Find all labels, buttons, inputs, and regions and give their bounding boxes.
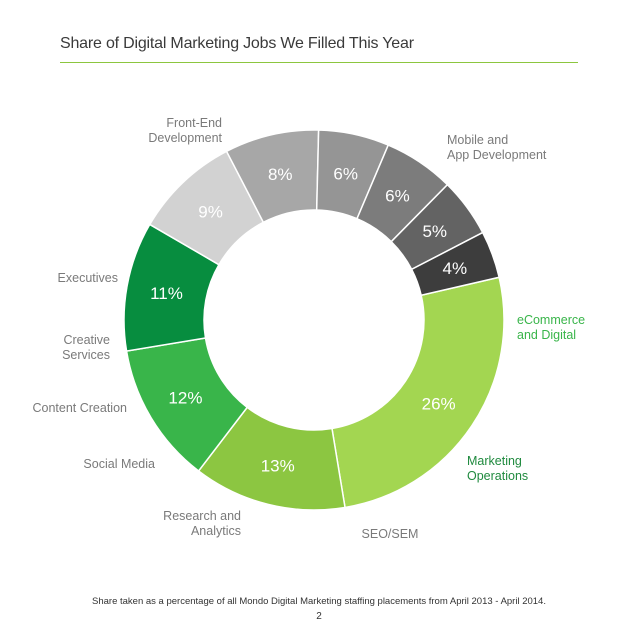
slice-value-label: 9% bbox=[198, 202, 223, 221]
title-divider bbox=[60, 62, 578, 63]
slice-category-label: Marketing Operations bbox=[467, 454, 528, 483]
slice-value-label: 12% bbox=[168, 388, 202, 407]
slice-value-label: 4% bbox=[442, 259, 467, 278]
slice-category-label: Research and Analytics bbox=[163, 509, 241, 538]
slice-value-label: 5% bbox=[422, 222, 447, 241]
slice-category-label: eCommerce and Digital bbox=[517, 313, 585, 342]
slice-category-label: Social Media bbox=[83, 457, 155, 471]
chart-title: Share of Digital Marketing Jobs We Fille… bbox=[60, 35, 414, 52]
slice-category-label: Content Creation bbox=[32, 401, 127, 415]
slice-value-label: 26% bbox=[422, 394, 456, 413]
slice-value-label: 11% bbox=[150, 284, 183, 303]
slice-category-label: Creative Services bbox=[62, 333, 110, 362]
slice-executives bbox=[410, 231, 501, 297]
page-number: 2 bbox=[316, 611, 322, 622]
slice-value-label: 6% bbox=[385, 186, 410, 205]
slice-value-label: 13% bbox=[261, 457, 295, 476]
slice-category-label: SEO/SEM bbox=[362, 527, 419, 541]
slice-front-end-development bbox=[331, 276, 505, 509]
slice-value-label: 6% bbox=[333, 164, 358, 183]
footnote: Share taken as a percentage of all Mondo… bbox=[92, 596, 546, 607]
slice-category-label: Executives bbox=[58, 271, 118, 285]
slice-category-label: Front-End Development bbox=[148, 116, 222, 145]
slice-category-label: Mobile and App Development bbox=[447, 133, 547, 162]
slice-value-label: 8% bbox=[268, 165, 293, 184]
